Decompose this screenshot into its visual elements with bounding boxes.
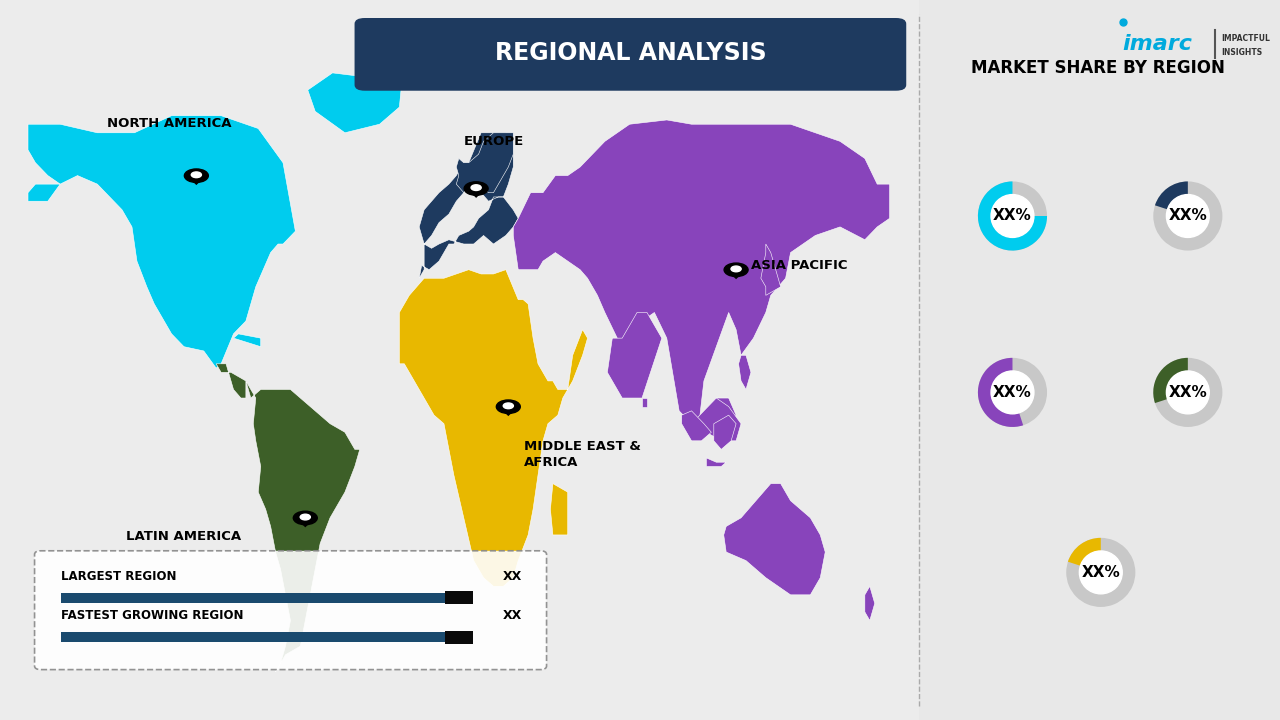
Wedge shape: [1066, 538, 1135, 607]
Text: XX: XX: [503, 570, 522, 582]
Polygon shape: [714, 415, 736, 449]
Polygon shape: [28, 184, 60, 201]
Circle shape: [731, 266, 741, 271]
Polygon shape: [457, 132, 513, 193]
Text: ASIA PACIFIC: ASIA PACIFIC: [751, 259, 847, 272]
Polygon shape: [307, 73, 402, 132]
Polygon shape: [467, 189, 485, 197]
Circle shape: [1166, 194, 1210, 238]
Text: MIDDLE EAST &
AFRICA: MIDDLE EAST & AFRICA: [524, 441, 640, 469]
Circle shape: [991, 194, 1034, 238]
Polygon shape: [760, 244, 781, 295]
Text: MARKET SHARE BY REGION: MARKET SHARE BY REGION: [972, 59, 1225, 77]
Circle shape: [184, 169, 209, 182]
Bar: [61, 632, 448, 642]
Circle shape: [503, 403, 513, 409]
Text: XX%: XX%: [993, 385, 1032, 400]
Polygon shape: [682, 411, 712, 441]
Polygon shape: [246, 381, 360, 672]
Polygon shape: [643, 398, 646, 407]
Wedge shape: [978, 358, 1047, 427]
Polygon shape: [723, 484, 826, 595]
Text: NORTH AMERICA: NORTH AMERICA: [106, 117, 232, 130]
Text: IMPACTFUL: IMPACTFUL: [1221, 34, 1270, 42]
Wedge shape: [978, 181, 1047, 251]
Circle shape: [293, 511, 317, 525]
Circle shape: [1166, 371, 1210, 414]
Text: XX%: XX%: [1082, 565, 1120, 580]
Text: XX%: XX%: [1169, 209, 1207, 223]
Wedge shape: [978, 181, 1047, 251]
Text: XX: XX: [503, 609, 522, 622]
Circle shape: [301, 514, 310, 520]
Polygon shape: [399, 270, 588, 586]
FancyBboxPatch shape: [355, 18, 906, 91]
Bar: [919, 0, 1280, 720]
Circle shape: [1079, 551, 1123, 594]
Text: XX%: XX%: [993, 209, 1032, 223]
Wedge shape: [1153, 358, 1222, 427]
Circle shape: [465, 181, 488, 195]
Text: EUROPE: EUROPE: [463, 135, 524, 148]
Text: REGIONAL ANALYSIS: REGIONAL ANALYSIS: [494, 40, 767, 65]
Circle shape: [991, 371, 1034, 414]
Polygon shape: [550, 484, 568, 535]
Circle shape: [191, 172, 201, 178]
Text: LARGEST REGION: LARGEST REGION: [61, 570, 177, 582]
Polygon shape: [419, 132, 518, 278]
Text: FASTEST GROWING REGION: FASTEST GROWING REGION: [61, 609, 244, 622]
Text: LATIN AMERICA: LATIN AMERICA: [127, 530, 241, 543]
Wedge shape: [978, 358, 1023, 427]
Circle shape: [724, 263, 748, 276]
Polygon shape: [297, 518, 314, 526]
Polygon shape: [865, 586, 874, 621]
Polygon shape: [739, 355, 751, 390]
Circle shape: [471, 185, 481, 191]
Wedge shape: [1153, 181, 1222, 251]
Polygon shape: [691, 398, 741, 441]
Polygon shape: [499, 407, 517, 415]
Text: INSIGHTS: INSIGHTS: [1221, 48, 1262, 57]
Wedge shape: [1153, 358, 1188, 403]
Polygon shape: [513, 120, 890, 432]
Text: XX%: XX%: [1169, 385, 1207, 400]
Polygon shape: [233, 334, 261, 347]
Polygon shape: [188, 176, 205, 184]
Polygon shape: [28, 116, 296, 368]
Polygon shape: [216, 364, 246, 398]
Bar: [445, 591, 474, 604]
Wedge shape: [1068, 538, 1101, 566]
Text: imarc: imarc: [1123, 35, 1193, 55]
Bar: [61, 593, 448, 603]
Bar: [445, 631, 474, 644]
Circle shape: [497, 400, 520, 413]
Wedge shape: [1155, 181, 1188, 210]
FancyBboxPatch shape: [35, 551, 547, 670]
Polygon shape: [607, 312, 662, 398]
Polygon shape: [727, 270, 745, 278]
Polygon shape: [707, 458, 726, 467]
